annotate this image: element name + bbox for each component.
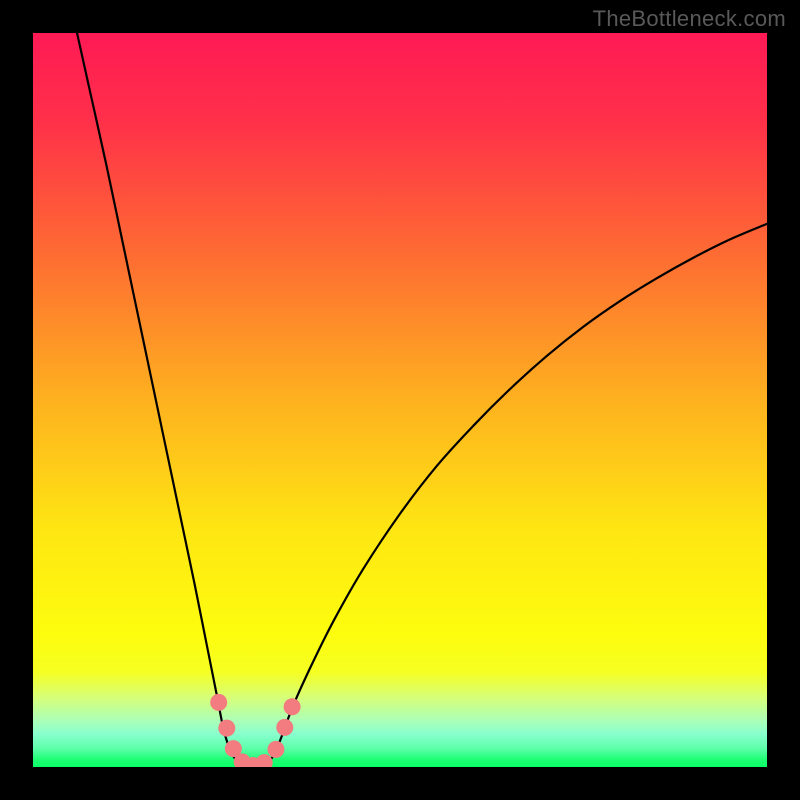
chart-plot-area (33, 33, 767, 767)
curve-marker (284, 698, 301, 715)
curve-marker (276, 719, 293, 736)
curve-marker (267, 741, 284, 758)
curve-marker (218, 720, 235, 737)
curve-marker (210, 694, 227, 711)
chart-background (33, 33, 767, 767)
chart-svg (33, 33, 767, 767)
watermark-text: TheBottleneck.com (593, 6, 786, 32)
